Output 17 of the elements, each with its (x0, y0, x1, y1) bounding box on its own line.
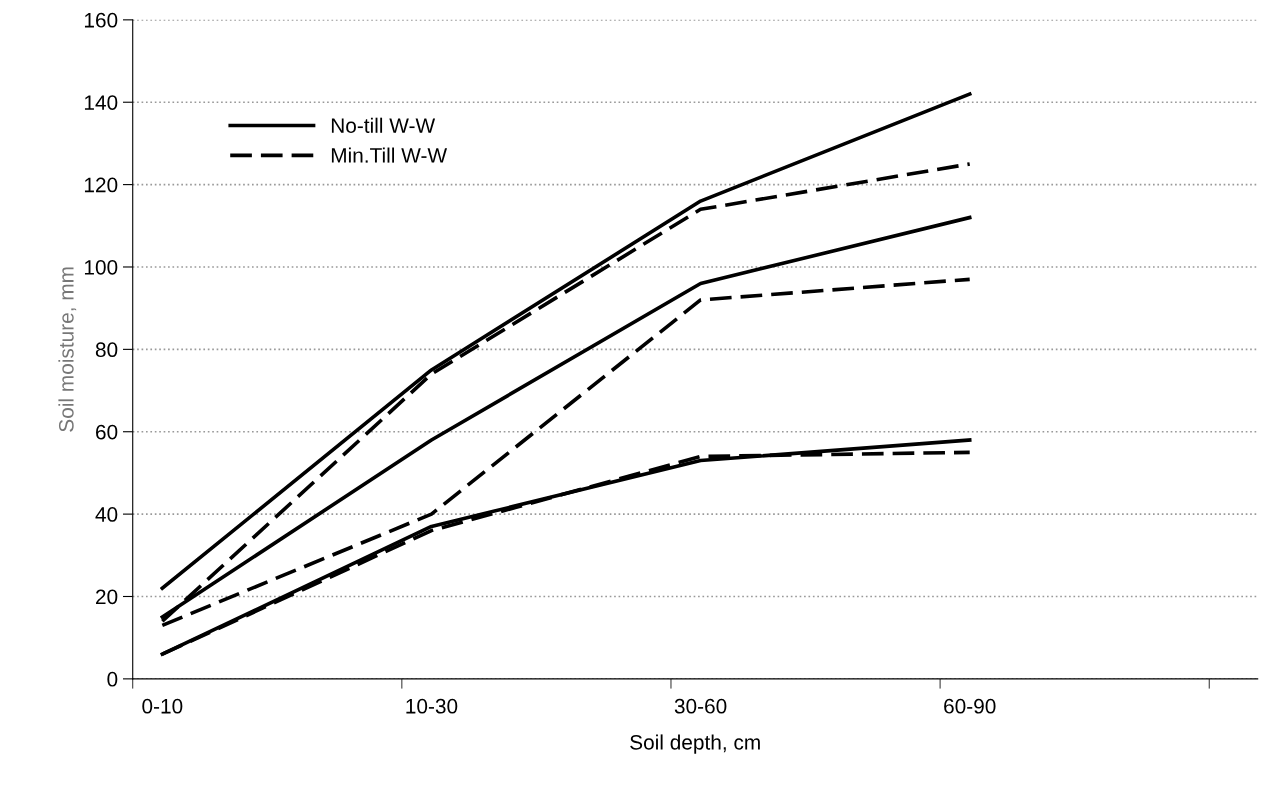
y-tick-label: 60 (96, 424, 118, 440)
y-tick-label: 100 (84, 259, 118, 275)
y-tick-label: 160 (84, 12, 118, 28)
x-tick-label: 10-30 (406, 698, 458, 714)
x-axis-title: Soil depth, cm (630, 734, 760, 754)
x-tick-label: 60-90 (944, 698, 996, 714)
y-tick-label: 80 (95, 342, 118, 358)
legend-label: No-till W-W (331, 117, 436, 133)
y-tick-label: 0 (107, 671, 118, 687)
y-tick-label: 20 (96, 589, 118, 605)
x-tick-label: 30-60 (674, 698, 727, 714)
x-tick-label: 0-10 (142, 698, 183, 714)
y-tick-label: 140 (84, 95, 118, 110)
y-tick-label: 40 (95, 507, 118, 522)
y-axis-title: Soil moisture, mm (58, 267, 77, 432)
y-tick-label: 120 (84, 177, 118, 193)
legend-label: Min.Till W-W (331, 147, 448, 163)
